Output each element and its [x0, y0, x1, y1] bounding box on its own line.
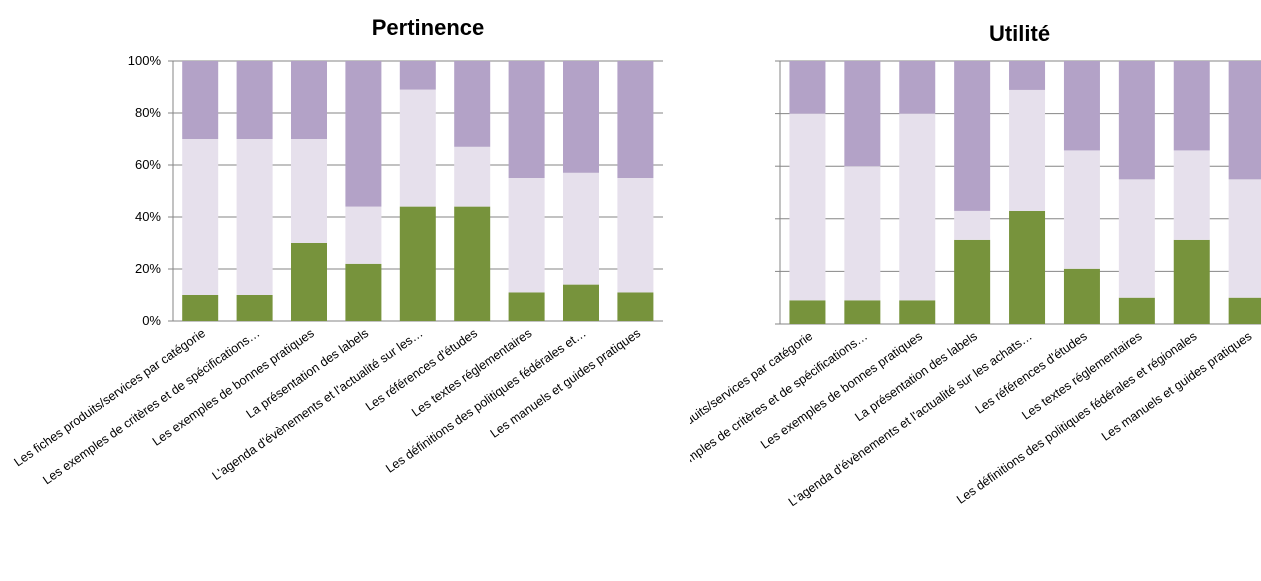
bar-segment — [236, 295, 273, 321]
bar-segment — [1009, 89, 1046, 211]
bar-segment — [844, 300, 881, 324]
bar-segment — [345, 263, 382, 321]
y-tick-label: 20% — [135, 261, 161, 276]
y-tick-label: 60% — [135, 157, 161, 172]
bar-segment — [182, 61, 219, 139]
bar-segment — [182, 295, 219, 321]
bar-segment — [1063, 61, 1100, 151]
bar-segment — [617, 178, 654, 293]
bar-segment — [1228, 297, 1261, 324]
chart-utilite: Utilité Les fiches produits/services par… — [690, 0, 1261, 581]
bar-segment — [1063, 268, 1100, 324]
bar-segment — [1009, 210, 1046, 324]
bar-segment — [345, 206, 382, 264]
bar-segment — [399, 206, 436, 321]
bar-segment — [954, 210, 991, 240]
bar-segment — [789, 300, 826, 324]
bar-segment — [236, 61, 273, 139]
bar-segment — [1118, 179, 1155, 298]
bar-segment — [454, 206, 491, 321]
y-tick-label: 0% — [142, 313, 161, 328]
bar-segment — [899, 300, 936, 324]
bar-segment — [399, 89, 436, 207]
bar-segment — [454, 61, 491, 147]
bar-segment — [508, 178, 545, 293]
bar-segment — [954, 61, 991, 211]
bar-segment — [508, 61, 545, 178]
chart-title: Pertinence — [371, 15, 485, 40]
bar-segment — [844, 61, 881, 167]
x-tick-label: Les définitions des politiques fédérales… — [383, 326, 589, 476]
bar-segment — [1228, 179, 1261, 298]
bar-segment — [236, 139, 273, 295]
bar-segment — [291, 139, 327, 243]
bar-segment — [844, 166, 881, 301]
chart-pertinence-plot: 0% 20% 40% 60% 80% 100% Les fiches produits/se… — [11, 53, 663, 487]
bar-segment — [563, 172, 599, 285]
bar-segment — [454, 146, 491, 207]
bar-segment — [345, 61, 382, 207]
bar-segment — [789, 61, 826, 114]
bar-segment — [1118, 297, 1155, 324]
bar-segment — [1173, 150, 1210, 240]
bar-segment — [789, 113, 826, 301]
bar-segment — [1173, 61, 1210, 151]
bar-segment — [899, 113, 936, 301]
bar-segment — [954, 239, 991, 324]
chart-title: Utilité — [988, 21, 1051, 46]
bar-segment — [1173, 239, 1210, 324]
bar-segment — [182, 139, 219, 295]
chart-utilite-plot: Les fiches produits/services par catégor… — [690, 60, 1261, 509]
bar-segment — [1118, 61, 1155, 180]
y-tick-label: 40% — [135, 209, 161, 224]
bar-segment — [899, 61, 936, 114]
y-tick-label: 80% — [135, 105, 161, 120]
bar-segment — [617, 61, 654, 178]
bar-segment — [508, 292, 545, 321]
bar-segment — [563, 284, 599, 321]
bar-segment — [617, 292, 654, 321]
y-tick-label: 100% — [128, 53, 162, 68]
bar-segment — [291, 61, 327, 139]
bar-segment — [399, 61, 436, 90]
x-tick-label: Les fiches produits/services par catégor… — [11, 326, 207, 469]
chart-pertinence: Pertinence 0% 20% 40% 60% 80% 100% Les fiches … — [11, 15, 663, 487]
bar-segment — [291, 243, 327, 321]
bar-segment — [563, 61, 599, 173]
bar-segment — [1063, 150, 1100, 269]
bar-segment — [1009, 61, 1046, 90]
bar-segment — [1228, 61, 1261, 180]
